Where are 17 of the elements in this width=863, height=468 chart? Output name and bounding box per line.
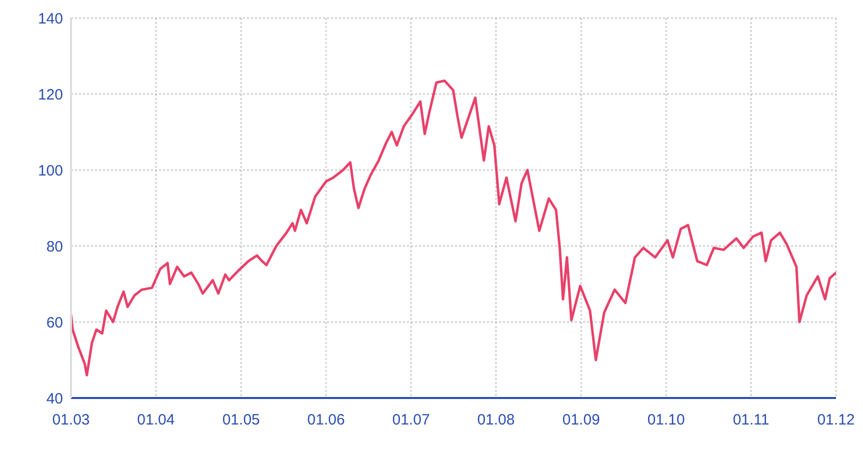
y-tick-label: 80: [46, 238, 63, 256]
x-tick-label: 01.09: [562, 412, 600, 429]
y-tick-label: 100: [38, 162, 63, 180]
x-tick-label: 01.05: [222, 412, 260, 429]
line-series: [71, 79, 836, 376]
x-tick-label: 01.11: [732, 412, 770, 429]
y-tick-label: 40: [46, 390, 63, 408]
y-tick-label: 60: [46, 314, 63, 332]
x-tick-label: 01.04: [137, 412, 175, 429]
x-tick-label: 01.07: [392, 412, 430, 429]
x-tick-label: 01.10: [647, 412, 685, 429]
x-tick-label: 01.08: [477, 412, 515, 429]
y-tick-label: 120: [38, 86, 63, 104]
x-tick-label: 01.12: [817, 412, 855, 429]
x-tick-label: 01.03: [52, 412, 90, 429]
y-tick-label: 140: [38, 10, 63, 28]
x-tick-label: 01.06: [307, 412, 345, 429]
